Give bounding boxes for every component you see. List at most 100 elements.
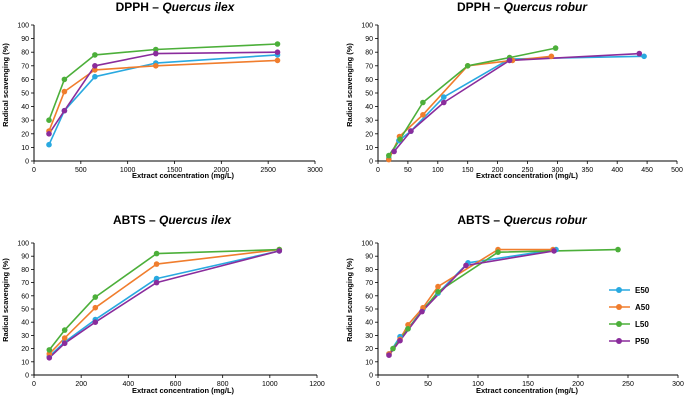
data-point-l50: [61, 76, 68, 83]
y-tick-label: 50: [365, 307, 373, 314]
chart-abts-ilex: ABTS – Quercus ilex 0 10 20 30 40 50 60 70 80 90 1…: [1, 213, 325, 395]
y-tick-label: 50: [21, 307, 29, 314]
y-tick-label: 90: [365, 254, 373, 261]
data-point-p50: [386, 352, 392, 359]
series-line-a50: [48, 59, 278, 132]
data-point-p50: [391, 148, 397, 155]
y-tick-label: 100: [17, 241, 29, 248]
data-point-p50: [46, 355, 53, 361]
legend-marker: [616, 287, 622, 293]
data-point-a50: [46, 351, 53, 357]
data-point-a50: [405, 322, 411, 328]
legend-label: E50: [635, 286, 650, 295]
y-axis-label: Radical scavenging (%): [345, 43, 354, 127]
data-point-l50: [495, 249, 501, 255]
y-tick-label: 10: [21, 145, 29, 152]
x-tick-label: 400: [611, 167, 623, 174]
y-tick-label: 60: [365, 77, 373, 84]
y-tick-label: 30: [21, 333, 29, 340]
x-tick-label: 1000: [262, 381, 278, 388]
series-line-l50: [392, 248, 619, 350]
data-point-p50: [61, 107, 68, 114]
y-tick-label: 40: [21, 320, 29, 327]
y-tick-label: 50: [21, 91, 29, 98]
chart-dpph-ilex: DPPH – Quercus ilex 0 10 20 30 40 50 60 70 80 90 1…: [1, 0, 323, 180]
chart-title: DPPH – Quercus robur: [457, 0, 588, 14]
legend-item-l50: L50: [609, 320, 649, 329]
data-point-p50: [153, 279, 160, 286]
data-point-p50: [636, 50, 643, 57]
data-point-l50: [435, 289, 441, 295]
y-tick-label: 90: [21, 36, 29, 43]
y-tick-label: 20: [21, 346, 29, 353]
x-tick-label: 200: [572, 381, 584, 388]
x-tick-label: 300: [552, 167, 564, 174]
y-tick-label: 90: [365, 36, 373, 43]
plot-area: 0 10 20 30 40 50 60 70 80 90 100 0 50 100 150 200 250 300: [361, 241, 684, 389]
data-point-l50: [420, 99, 426, 106]
data-point-p50: [61, 340, 68, 347]
legend-item-e50: E50: [609, 286, 650, 295]
y-tick-label: 70: [21, 63, 29, 70]
data-point-p50: [419, 308, 425, 315]
y-tick-label: 100: [361, 23, 373, 30]
x-tick-label: 0: [376, 381, 380, 388]
y-tick-label: 30: [365, 333, 373, 340]
y-tick-label: 0: [369, 373, 373, 380]
legend-item-p50: P50: [609, 337, 650, 346]
data-point-p50: [153, 50, 159, 57]
x-tick-label: 150: [522, 381, 534, 388]
y-tick-label: 70: [21, 280, 29, 287]
y-tick-label: 10: [21, 359, 29, 366]
y-tick-label: 60: [365, 293, 373, 300]
x-axis-label: Extract concentration (mg/L): [132, 386, 235, 395]
data-point-a50: [61, 88, 68, 95]
data-point-a50: [92, 304, 99, 311]
data-point-e50: [153, 275, 160, 282]
data-point-a50: [435, 283, 441, 290]
y-axis-label: Radical scavenging (%): [345, 258, 354, 342]
data-point-p50: [276, 248, 283, 254]
data-point-e50: [46, 141, 52, 148]
y-axis-label: Radical scavenging (%): [1, 43, 10, 127]
data-point-l50: [390, 345, 396, 352]
y-tick-label: 80: [21, 267, 29, 274]
y-tick-label: 30: [21, 118, 29, 125]
series-line-l50: [388, 47, 556, 157]
legend-label: P50: [635, 337, 650, 346]
legend-item-a50: A50: [609, 303, 650, 312]
data-point-a50: [548, 53, 555, 60]
series-line-p50: [393, 52, 640, 153]
y-tick-label: 40: [365, 104, 373, 111]
chart-title: ABTS – Quercus ilex: [113, 213, 232, 227]
data-point-p50: [408, 128, 414, 134]
y-tick-label: 60: [21, 77, 29, 84]
series-line-a50: [388, 55, 552, 160]
x-tick-label: 500: [671, 167, 683, 174]
x-axis-label: Extract concentration (mg/L): [132, 171, 235, 180]
chart-abts-robur: ABTS – Quercus robur 0 10 20 30 40 50 60 70 80 90…: [345, 213, 684, 395]
data-point-l50: [153, 250, 160, 257]
y-tick-label: 0: [369, 159, 373, 166]
legend-marker: [616, 304, 622, 310]
y-tick-label: 10: [365, 145, 373, 152]
y-tick-label: 50: [365, 91, 373, 98]
x-tick-label: 100: [432, 167, 444, 174]
x-tick-label: 50: [424, 381, 432, 388]
data-point-l50: [397, 136, 403, 142]
y-axis-label: Radical scavenging (%): [1, 258, 10, 342]
data-point-p50: [274, 49, 281, 55]
y-tick-label: 20: [365, 346, 373, 353]
series-line-e50: [48, 250, 280, 358]
series-line-p50: [48, 250, 280, 359]
series-line-a50: [48, 248, 280, 355]
y-tick-label: 0: [25, 159, 29, 166]
x-tick-label: 400: [122, 381, 134, 388]
data-point-l50: [46, 347, 53, 353]
legend-label: L50: [635, 320, 649, 329]
x-tick-label: 0: [376, 167, 380, 174]
legend-marker: [616, 338, 622, 344]
y-tick-label: 80: [365, 267, 373, 274]
